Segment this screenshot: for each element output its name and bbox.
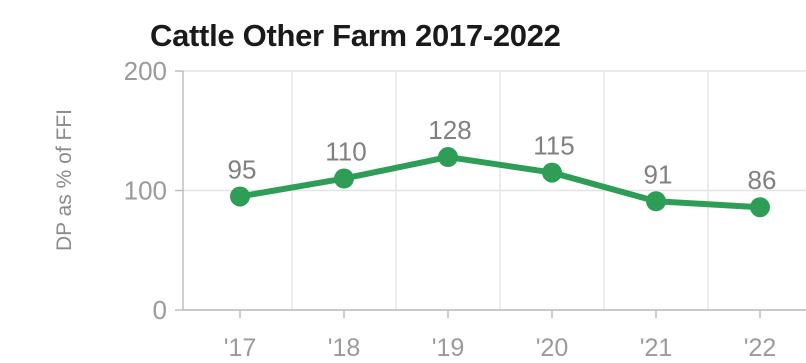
y-axis-title: DP as % of FFI bbox=[53, 109, 76, 251]
x-tick-label: '20 bbox=[536, 334, 569, 362]
y-tick-label: 0 bbox=[153, 295, 167, 325]
x-tick-label: '21 bbox=[640, 334, 673, 362]
data-label: 128 bbox=[428, 115, 471, 145]
data-point bbox=[750, 197, 770, 218]
data-label: 110 bbox=[325, 137, 366, 167]
series bbox=[230, 147, 770, 218]
x-tick-label: '19 bbox=[432, 334, 465, 362]
x-tick-label: '18 bbox=[328, 334, 361, 362]
data-point bbox=[646, 191, 666, 212]
data-label: 86 bbox=[748, 165, 777, 195]
y-tick-label: 200 bbox=[124, 56, 167, 86]
data-point bbox=[230, 186, 250, 207]
x-tick-label: '17 bbox=[224, 334, 257, 362]
chart-title: Cattle Other Farm 2017-2022 bbox=[150, 18, 561, 53]
data-point bbox=[334, 168, 354, 189]
y-tick-label: 100 bbox=[124, 176, 167, 206]
data-point bbox=[542, 162, 562, 183]
x-tick-label: '22 bbox=[744, 334, 777, 362]
data-label: 91 bbox=[644, 159, 673, 189]
axes: 0 100 200 '17 '18 '19 '20 '21 '22 bbox=[124, 56, 806, 362]
data-label: 95 bbox=[228, 154, 257, 184]
data-point bbox=[438, 147, 458, 168]
data-label: 115 bbox=[533, 131, 574, 161]
series-line bbox=[237, 154, 763, 211]
data-labels: 95 110 128 115 91 86 bbox=[228, 115, 777, 195]
